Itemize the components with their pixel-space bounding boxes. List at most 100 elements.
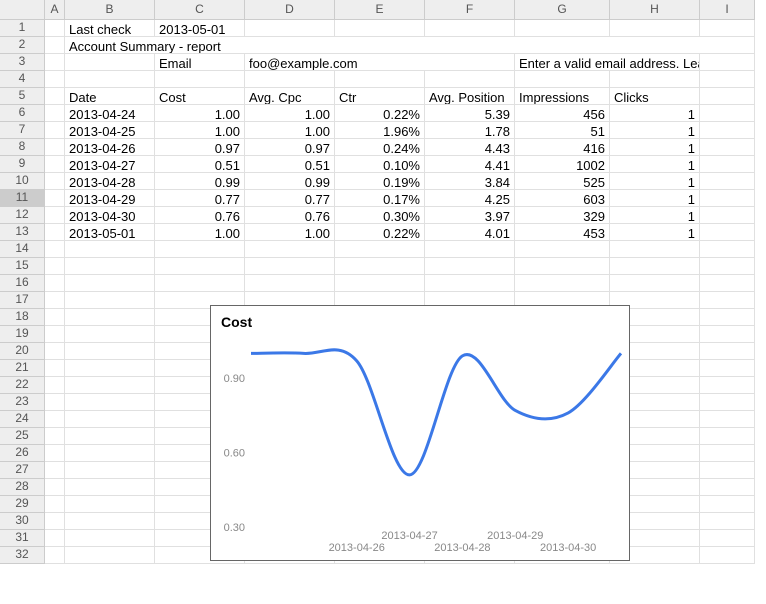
cell[interactable]	[335, 462, 425, 479]
cell[interactable]	[335, 479, 425, 496]
cell-cost[interactable]: 0.76	[155, 207, 245, 224]
cell[interactable]	[700, 394, 755, 411]
cell-imp[interactable]: 329	[515, 207, 610, 224]
cell[interactable]	[425, 547, 515, 564]
cell[interactable]	[700, 547, 755, 564]
cell[interactable]	[515, 309, 610, 326]
cell[interactable]	[610, 496, 700, 513]
row-header[interactable]: 5	[0, 88, 45, 105]
cell[interactable]	[610, 547, 700, 564]
cell[interactable]	[425, 258, 515, 275]
cell[interactable]	[245, 496, 335, 513]
cell[interactable]	[245, 411, 335, 428]
cell-clicks[interactable]: 1	[610, 190, 700, 207]
cell[interactable]	[45, 207, 65, 224]
cell[interactable]	[45, 173, 65, 190]
cell[interactable]	[700, 156, 755, 173]
header-date[interactable]: Date	[65, 88, 155, 105]
cell[interactable]	[245, 530, 335, 547]
row-header[interactable]: 32	[0, 547, 45, 564]
cell[interactable]	[65, 462, 155, 479]
cell[interactable]	[155, 241, 245, 258]
cell[interactable]	[610, 292, 700, 309]
cell[interactable]	[65, 258, 155, 275]
row-header[interactable]: 10	[0, 173, 45, 190]
cell[interactable]	[45, 139, 65, 156]
cell-cost[interactable]: 1.00	[155, 105, 245, 122]
header-imp[interactable]: Impressions	[515, 88, 610, 105]
row-header[interactable]: 11	[0, 190, 45, 207]
cell-ctr[interactable]: 0.22%	[335, 224, 425, 241]
cell[interactable]	[45, 496, 65, 513]
cell[interactable]	[335, 343, 425, 360]
cell-date[interactable]: 2013-04-30	[65, 207, 155, 224]
cell-imp[interactable]: 525	[515, 173, 610, 190]
cell-pos[interactable]: 5.39	[425, 105, 515, 122]
cell[interactable]	[65, 241, 155, 258]
cell[interactable]	[515, 496, 610, 513]
row-header[interactable]: 13	[0, 224, 45, 241]
cell[interactable]	[45, 224, 65, 241]
cell[interactable]	[700, 258, 755, 275]
cell-pos[interactable]: 4.25	[425, 190, 515, 207]
cell-ctr[interactable]: 0.19%	[335, 173, 425, 190]
cell[interactable]	[45, 343, 65, 360]
cell[interactable]	[515, 530, 610, 547]
col-header[interactable]: E	[335, 0, 425, 20]
cell[interactable]	[245, 513, 335, 530]
cell[interactable]	[335, 258, 425, 275]
col-header[interactable]: C	[155, 0, 245, 20]
cell[interactable]	[515, 20, 610, 37]
cell[interactable]	[700, 105, 755, 122]
cell[interactable]	[45, 122, 65, 139]
cell[interactable]	[155, 360, 245, 377]
cell[interactable]	[45, 37, 65, 54]
cell[interactable]	[610, 411, 700, 428]
cell[interactable]	[700, 360, 755, 377]
cell-ctr[interactable]: 0.17%	[335, 190, 425, 207]
cell[interactable]	[155, 479, 245, 496]
cell[interactable]	[425, 479, 515, 496]
cell-pos[interactable]: 4.43	[425, 139, 515, 156]
cell[interactable]	[65, 377, 155, 394]
cell[interactable]	[335, 360, 425, 377]
cell[interactable]	[425, 377, 515, 394]
cell-cost[interactable]: 0.51	[155, 156, 245, 173]
row-header[interactable]: 22	[0, 377, 45, 394]
cell[interactable]	[45, 88, 65, 105]
cell[interactable]	[155, 496, 245, 513]
row-header[interactable]: 19	[0, 326, 45, 343]
row-header[interactable]: 8	[0, 139, 45, 156]
cell[interactable]	[155, 71, 245, 88]
cell[interactable]	[515, 360, 610, 377]
cell[interactable]	[515, 292, 610, 309]
cell[interactable]	[610, 394, 700, 411]
cell[interactable]	[515, 428, 610, 445]
cell[interactable]	[65, 496, 155, 513]
row-header[interactable]: 31	[0, 530, 45, 547]
cell[interactable]	[700, 88, 755, 105]
cell[interactable]	[700, 309, 755, 326]
col-header[interactable]: A	[45, 0, 65, 20]
cell[interactable]	[65, 54, 155, 71]
cell-cost[interactable]: 0.99	[155, 173, 245, 190]
cell-clicks[interactable]: 1	[610, 224, 700, 241]
cell[interactable]	[245, 377, 335, 394]
cell-cpc[interactable]: 0.77	[245, 190, 335, 207]
cell[interactable]	[45, 275, 65, 292]
cell-cpc[interactable]: 0.99	[245, 173, 335, 190]
cell[interactable]	[65, 479, 155, 496]
cell[interactable]	[610, 479, 700, 496]
cell[interactable]	[335, 275, 425, 292]
cell-imp[interactable]: 456	[515, 105, 610, 122]
cell[interactable]	[45, 394, 65, 411]
cell[interactable]	[515, 462, 610, 479]
cell[interactable]	[425, 530, 515, 547]
cell[interactable]	[700, 462, 755, 479]
cell[interactable]	[425, 411, 515, 428]
cell[interactable]	[245, 292, 335, 309]
cell[interactable]	[335, 71, 425, 88]
row-header[interactable]: 7	[0, 122, 45, 139]
cell[interactable]	[700, 513, 755, 530]
header-clicks[interactable]: Clicks	[610, 88, 700, 105]
